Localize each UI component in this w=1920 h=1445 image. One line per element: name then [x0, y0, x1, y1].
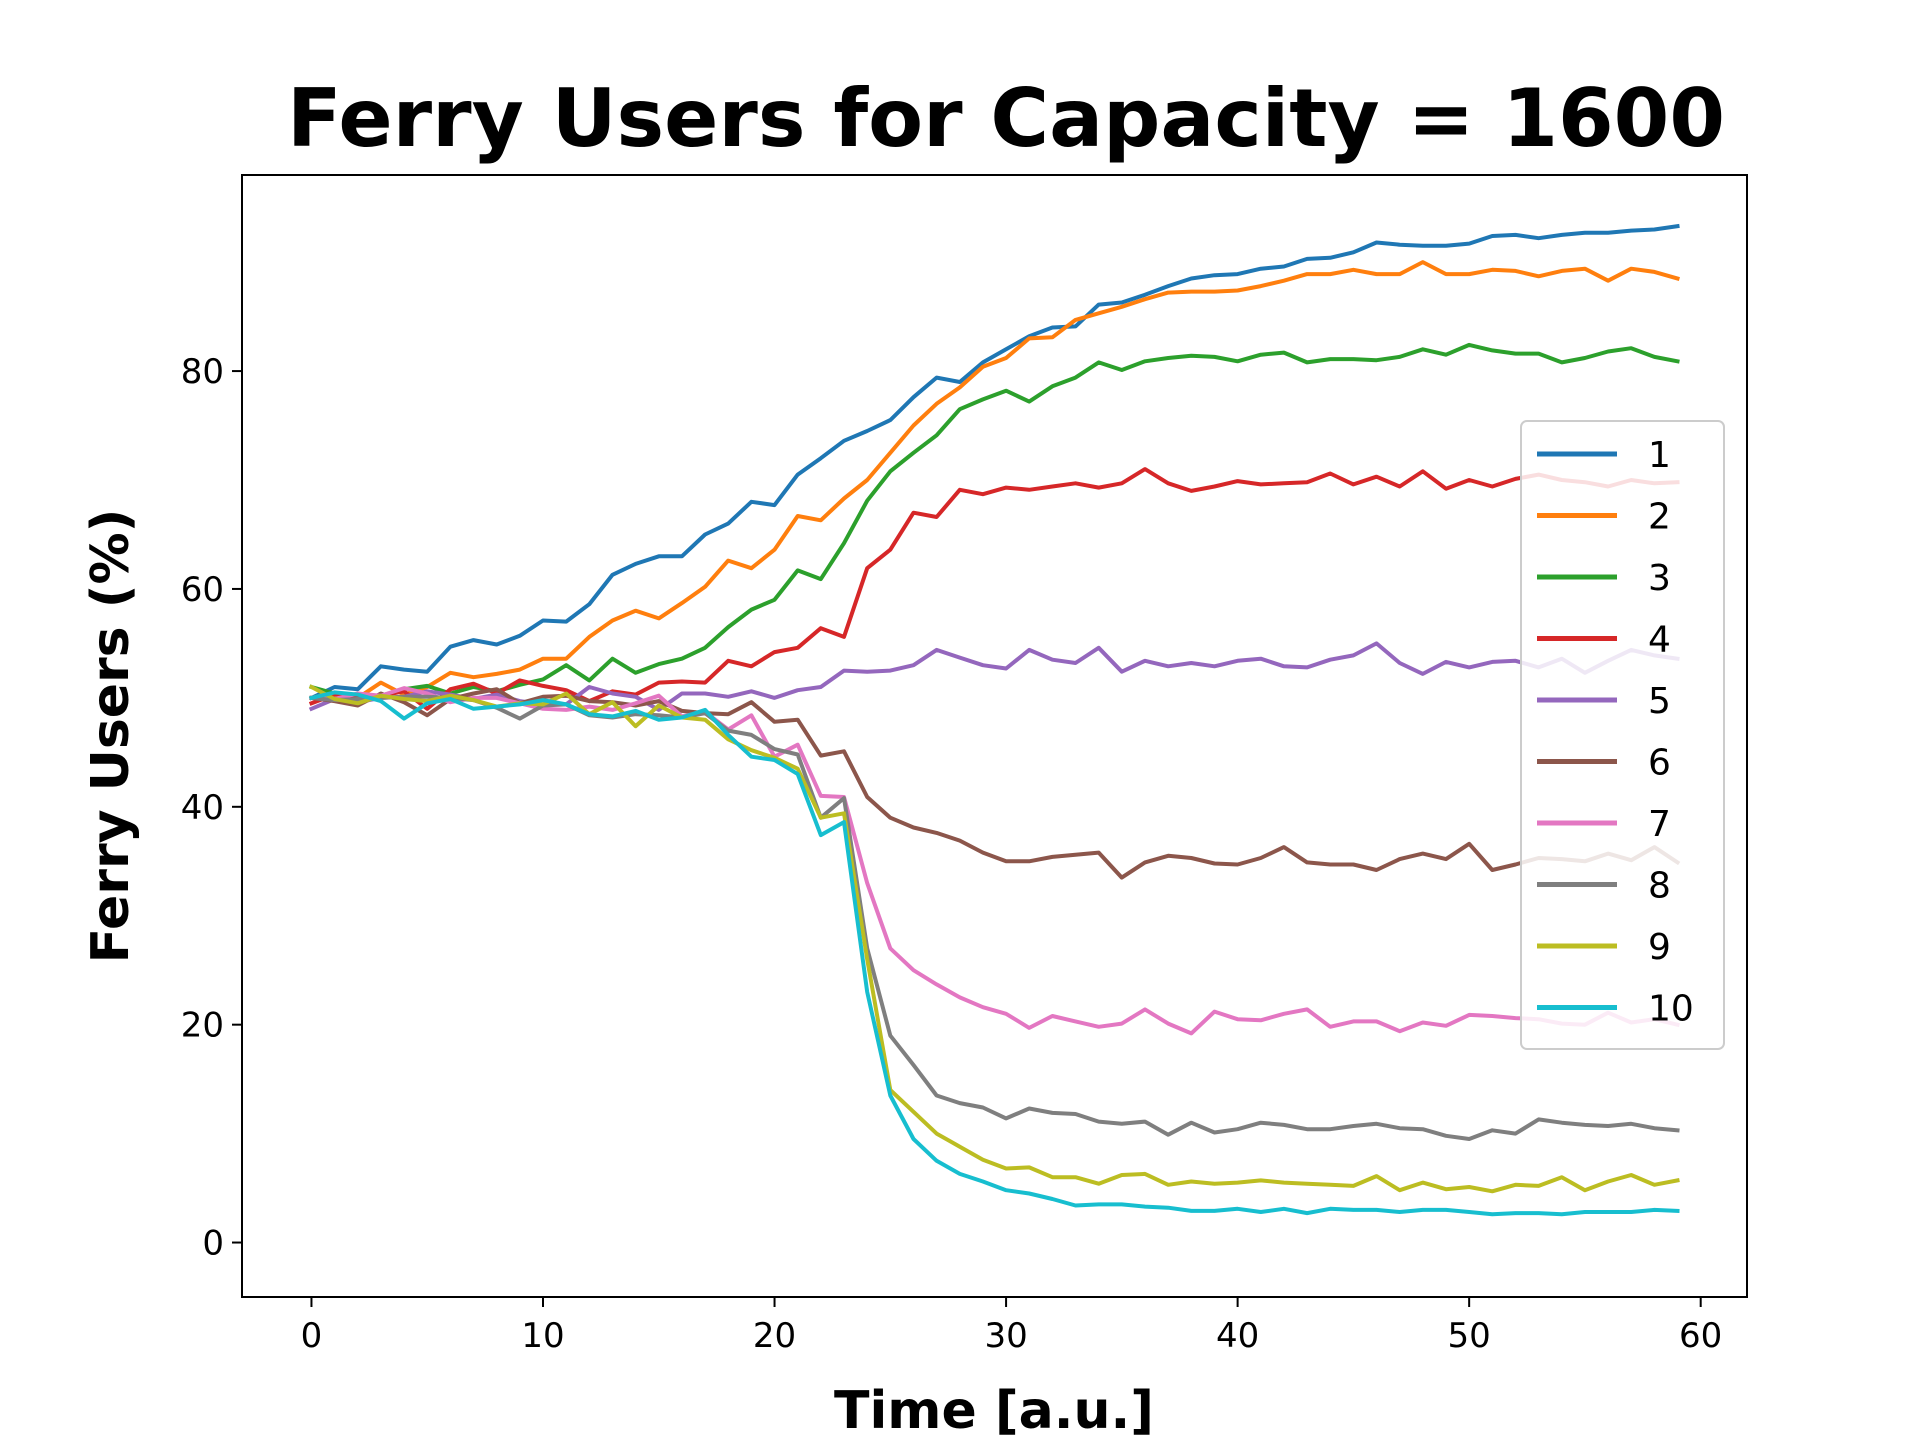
series-line-8 [309, 694, 1680, 1141]
x-tick-label: 40 [1216, 1316, 1259, 1356]
x-tick-label: 20 [753, 1316, 796, 1356]
x-tick-label: 0 [301, 1316, 323, 1356]
legend-label-6: 6 [1648, 743, 1671, 784]
x-axis-label: Time [a.u.] [834, 1381, 1154, 1440]
legend-label-3: 3 [1648, 558, 1671, 599]
series-line-10 [309, 690, 1680, 1217]
plot-area: 0 10 20 30 40 50 60 0 20 40 60 80 [181, 174, 1748, 1356]
legend-label-9: 9 [1648, 927, 1671, 968]
legend-label-2: 2 [1648, 497, 1671, 538]
series-line-3 [309, 342, 1680, 700]
x-tick-label: 10 [521, 1316, 564, 1356]
legend-label-1: 1 [1648, 435, 1671, 476]
x-tick-label: 50 [1448, 1316, 1491, 1356]
legend-label-7: 7 [1648, 804, 1671, 845]
y-tick-label: 80 [181, 352, 224, 392]
y-tick-label: 20 [181, 1006, 224, 1046]
y-tick-label: 60 [181, 570, 224, 610]
series-line-2 [309, 260, 1680, 701]
legend-label-10: 10 [1648, 989, 1694, 1030]
legend-label-5: 5 [1648, 681, 1671, 722]
series-line-9 [308, 684, 1680, 1194]
x-tick-label: 30 [984, 1316, 1027, 1356]
legend: 1 2 3 4 5 6 7 8 9 10 [1520, 420, 1725, 1050]
series-line-6 [309, 687, 1681, 880]
y-tick-label: 40 [181, 788, 224, 828]
legend-items: 1 2 3 4 5 6 7 8 9 10 [1537, 435, 1694, 1030]
chart-title: Ferry Users for Capacity = 1600 [287, 72, 1725, 165]
y-axis-label: Ferry Users (%) [81, 509, 141, 964]
series-lines [308, 223, 1681, 1217]
legend-label-4: 4 [1648, 620, 1671, 661]
series-line-1 [308, 223, 1680, 701]
legend-label-8: 8 [1648, 866, 1671, 907]
y-tick-label: 0 [202, 1224, 224, 1264]
y-axis-ticks: 0 20 40 60 80 [181, 352, 242, 1264]
series-line-4 [308, 467, 1680, 711]
x-axis-ticks: 0 10 20 30 40 50 60 [301, 1297, 1722, 1356]
x-tick-label: 60 [1679, 1316, 1722, 1356]
